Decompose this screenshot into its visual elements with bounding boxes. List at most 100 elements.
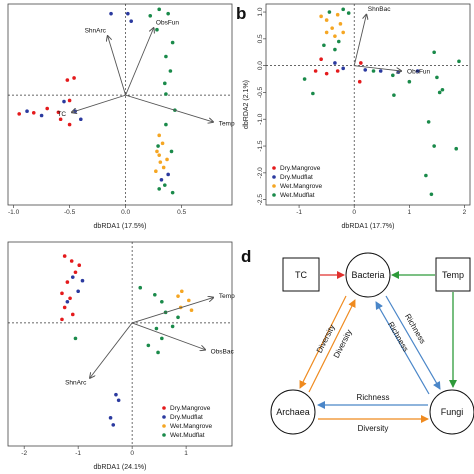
data-point-dry-mudflat (111, 423, 116, 427)
legend-swatch-wet-mudflat (162, 433, 166, 437)
x-axis-label-a: dbRDA1 (17.5%) (94, 223, 147, 230)
bacteria-to-archaea-arrow (299, 295, 347, 389)
data-point-dry-mangrove (67, 122, 72, 127)
panel-label-b: b (236, 4, 246, 23)
data-point-wet-mudflat (163, 81, 167, 86)
x-tick-label-a: -1.0 (8, 209, 20, 216)
data-point-wet-mudflat (164, 54, 168, 59)
x-tick-label-a: 0.0 (121, 209, 130, 216)
panel-b-chart: -1 0 1 2 1.0 0.5 0.0 -0.5 -1.0 -1.5 -2.0 -2.5 dbRDA1… (243, 3, 471, 230)
data-point-wet-mudflat (170, 40, 175, 45)
data-point-wet-mudflat (154, 326, 159, 331)
data-point-dry-mangrove (60, 317, 64, 322)
y-tick-label-b: -1.0 (257, 113, 264, 125)
bacteria-archaea-label-1: Diversity (315, 323, 337, 354)
data-point-wet-mudflat (327, 10, 332, 14)
y-tick-label-b: 0.0 (257, 61, 264, 70)
data-point-wet-mangrove (176, 294, 180, 298)
vector-label-temp: Temp (219, 293, 235, 300)
data-point-wet-mudflat (73, 336, 78, 341)
legend-swatch-wet-mangrove (162, 424, 166, 428)
data-point-wet-mudflat (391, 73, 395, 78)
data-point-dry-mudflat (116, 398, 121, 403)
vector-label-shnbac: ShnBac (368, 6, 392, 13)
bacteria-fungi-label-2: Richness (386, 320, 410, 353)
panel-label-d: d (241, 247, 251, 266)
data-point-wet-mangrove (324, 18, 329, 22)
data-point-wet-mudflat (407, 79, 412, 84)
data-point-dry-mudflat (25, 109, 29, 113)
x-tick-label-c: 0 (130, 450, 134, 457)
data-point-wet-mudflat (160, 336, 164, 341)
x-tick-label-b: 1 (408, 209, 412, 216)
legend-swatch-dry-mudflat (272, 175, 276, 179)
data-point-dry-mudflat (65, 299, 70, 304)
y-axis-label-b: dbRDA2 (2.1%) (243, 80, 250, 129)
vector-label-obsfun: ObsFun (156, 20, 180, 27)
data-point-wet-mangrove (338, 22, 343, 26)
data-point-dry-mangrove (62, 254, 67, 258)
data-point-dry-mangrove (17, 112, 22, 116)
data-point-wet-mudflat (156, 144, 160, 148)
x-tick-label-b: -1 (296, 209, 302, 216)
data-point-wet-mangrove (165, 157, 169, 162)
data-point-dry-mudflat (129, 19, 133, 23)
archaea-node (270, 389, 316, 435)
vector-arrow-obsfun (354, 65, 401, 71)
vector-arrow-tc (72, 94, 126, 112)
legend-swatch-dry-mudflat (162, 415, 166, 419)
data-point-wet-mangrove (187, 298, 191, 303)
data-point-dry-mangrove (65, 78, 70, 82)
data-point-dry-mangrove (68, 296, 72, 301)
legend-swatch-dry-mangrove (162, 406, 166, 410)
y-tick-label-b: -1.5 (257, 140, 264, 152)
data-point-wet-mudflat (163, 183, 167, 187)
data-point-wet-mudflat (302, 77, 307, 81)
legend-label-wet-mudflat: Wet.Mudflat (170, 432, 205, 439)
panel-d-diagram: TC Temp Bacteria Archaea Fungi Diversity… (270, 252, 474, 435)
data-point-wet-mudflat (160, 299, 164, 304)
plot-frame-c (7, 241, 233, 447)
data-point-wet-mudflat (435, 75, 439, 80)
data-point-wet-mudflat (170, 190, 175, 195)
data-point-wet-mangrove (155, 149, 159, 154)
data-point-wet-mudflat (157, 7, 161, 12)
data-point-dry-mangrove (69, 259, 74, 263)
panel-a-chart: -1.0 -0.5 0.0 0.5 dbRDA1 (17.5%) ShnArc ObsFun… (7, 3, 235, 230)
legend-label-wet-mangrove: Wet.Mangrove (280, 183, 323, 190)
x-tick-label-b: 0 (352, 209, 356, 216)
data-point-dry-mangrove (45, 106, 49, 111)
data-point-wet-mudflat (432, 144, 436, 148)
data-point-dry-mudflat (109, 11, 113, 16)
data-point-dry-mangrove (77, 263, 82, 268)
data-point-wet-mudflat (166, 11, 170, 16)
x-tick-label-b: 2 (463, 209, 467, 216)
legend-label-wet-mangrove: Wet.Mangrove (170, 423, 213, 430)
data-point-wet-mangrove (160, 141, 165, 146)
data-point-wet-mudflat (371, 69, 376, 73)
data-point-dry-mangrove (62, 305, 67, 310)
x-tick-label-a: -0.5 (64, 209, 76, 216)
y-tick-label-b: 1.0 (257, 7, 264, 16)
data-point-wet-mudflat (170, 324, 175, 329)
archaea-fungi-label-top: Richness (357, 393, 390, 402)
data-point-dry-mudflat (363, 68, 368, 72)
data-point-wet-mangrove (333, 34, 337, 38)
data-point-wet-mudflat (341, 7, 345, 12)
data-point-wet-mudflat (346, 11, 351, 15)
data-point-dry-mangrove (313, 69, 318, 73)
data-point-dry-mangrove (319, 57, 323, 62)
data-point-wet-mangrove (335, 12, 340, 17)
vector-arrow-temp (132, 298, 213, 324)
data-point-wet-mudflat (322, 43, 326, 48)
archaea-to-bacteria-arrow (308, 299, 356, 393)
data-point-wet-mangrove (157, 133, 161, 138)
data-point-wet-mudflat (176, 315, 180, 320)
data-point-wet-mudflat (157, 187, 161, 191)
x-tick-label-c: 1 (184, 450, 188, 457)
data-point-wet-mangrove (341, 30, 345, 35)
data-point-dry-mangrove (70, 312, 75, 317)
tc-box-label: TC (295, 270, 307, 280)
x-axis-label-b: dbRDA1 (17.7%) (342, 223, 395, 230)
